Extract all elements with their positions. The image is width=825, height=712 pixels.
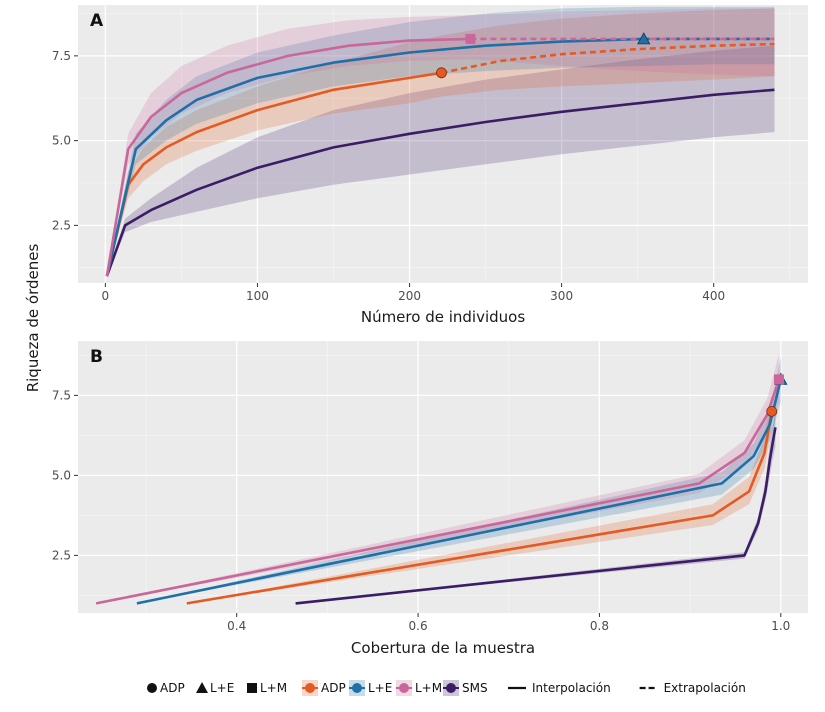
plot-background <box>78 5 808 283</box>
marker-ADP <box>436 67 447 79</box>
ci-band-SMS <box>106 45 775 277</box>
plot-area <box>105 6 775 277</box>
x-tick-label: 0.6 <box>409 619 428 633</box>
x-tick-label: 400 <box>702 289 725 303</box>
marker-L+M <box>465 33 476 44</box>
series-line-ADP <box>186 411 773 605</box>
legend-key-dot <box>446 683 456 693</box>
marker-ADP <box>766 405 778 417</box>
x-tick-label: 0.4 <box>227 619 246 633</box>
legend-label: ADP <box>321 681 346 695</box>
legend-label: ADP <box>160 681 185 695</box>
legend-key-dot <box>352 683 362 693</box>
series-extrapolation-ADP <box>441 42 775 75</box>
x-axis-title: Cobertura de la muestra <box>351 639 535 657</box>
series-line-ADP <box>105 71 442 277</box>
y-tick-label: 2.5 <box>52 548 71 562</box>
legend-key-square <box>247 683 257 693</box>
legend-key-triangle <box>196 682 208 693</box>
ci-band-ADP <box>106 8 775 277</box>
series-line-L+E <box>105 37 644 277</box>
panel-tag-A: A <box>90 11 104 31</box>
legend-label: L+E <box>210 681 234 695</box>
marker-L+E <box>637 32 651 45</box>
panel-A: 0 100 200 300 400 2.5 5.0 7.5 Número de individu… <box>52 5 808 326</box>
x-tick-label: 200 <box>398 289 421 303</box>
y-tick-label: 7.5 <box>52 49 71 63</box>
legend-label: L+M <box>415 681 442 695</box>
y-tick-label: 2.5 <box>52 218 71 232</box>
legend-key-dot <box>399 683 409 693</box>
legend-label: SMS <box>462 681 488 695</box>
x-tick-label: 1.0 <box>771 619 790 633</box>
y-tick-label: 5.0 <box>52 134 71 148</box>
x-tick-label: 0.8 <box>590 619 609 633</box>
y-tick-label: 7.5 <box>52 388 71 402</box>
series-line-SMS <box>105 88 775 277</box>
marker-L+M <box>773 374 784 385</box>
legend-key-circle <box>147 683 157 693</box>
legend-key-dot <box>305 683 315 693</box>
series-line-L+M <box>105 37 471 277</box>
legend-label: Extrapolación <box>664 681 746 695</box>
x-tick-label: 100 <box>246 289 269 303</box>
series-line-L+M <box>95 378 781 605</box>
panel-tag-B: B <box>90 347 103 367</box>
y-tick-label: 5.0 <box>52 468 71 482</box>
series-line-SMS <box>295 427 777 605</box>
legend: ADP L+E L+M ADP L+E L+M SMS Interpolación Extrap… <box>147 680 746 696</box>
legend-label: L+M <box>260 681 287 695</box>
x-tick-label: 300 <box>550 289 573 303</box>
legend-label: L+E <box>368 681 392 695</box>
legend-label: Interpolación <box>532 681 611 695</box>
x-axis-title: Número de individuos <box>361 308 525 326</box>
plot-background <box>78 341 808 613</box>
panel-B: 0.4 0.6 0.8 1.0 2.5 5.0 7.5 Cobertura de la mue… <box>52 341 808 657</box>
x-tick-label: 0 <box>102 289 110 303</box>
y-axis-title: Riqueza de órdenes <box>24 244 42 393</box>
